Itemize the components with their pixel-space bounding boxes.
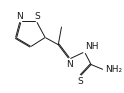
Text: NH₂: NH₂ (105, 65, 122, 74)
Text: S: S (34, 12, 40, 21)
Text: NH: NH (85, 43, 99, 51)
Text: S: S (77, 77, 83, 86)
Text: N: N (66, 60, 73, 69)
Text: N: N (17, 12, 23, 21)
